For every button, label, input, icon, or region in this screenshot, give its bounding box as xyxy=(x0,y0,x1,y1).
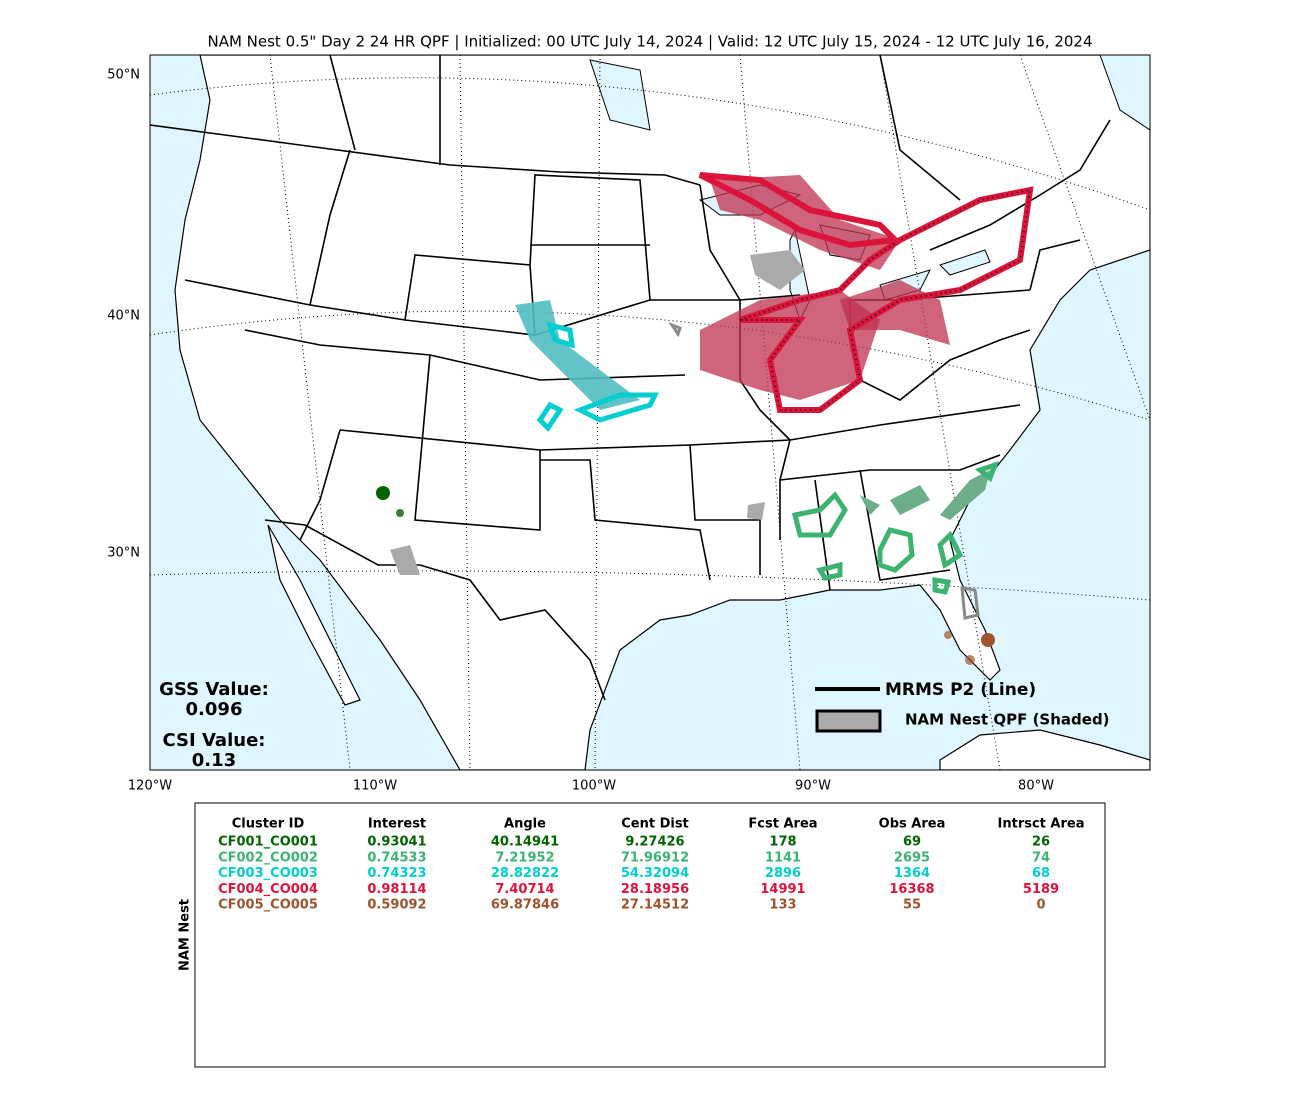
cuba xyxy=(939,729,1150,770)
table-cell: 0.59092 xyxy=(367,898,426,913)
table-cell: CF005_CO005 xyxy=(218,898,318,913)
lon-label: 80°W xyxy=(1018,779,1054,794)
table-cell: 1141 xyxy=(765,850,801,865)
table-cell: 9.27426 xyxy=(625,835,684,850)
lon-label: 90°W xyxy=(795,779,831,794)
title: NAM Nest 0.5" Day 2 24 HR QPF | Initiali… xyxy=(207,33,1092,51)
table-cell: 14991 xyxy=(760,882,805,897)
table-cell: 133 xyxy=(769,898,796,913)
legend: MRMS P2 (Line) NAM Nest QPF (Shaded) xyxy=(815,680,1110,733)
map xyxy=(150,55,1150,770)
lat-label: 50°N xyxy=(107,68,140,83)
table-cell: 74 xyxy=(1032,850,1050,865)
legend-label: MRMS P2 (Line) xyxy=(885,680,1036,700)
legend-swatch xyxy=(815,709,882,733)
table-frame xyxy=(194,802,1106,1068)
table-cell: 71.96912 xyxy=(621,850,689,865)
table-cell: 0.74323 xyxy=(367,866,426,881)
table-cell: 7.21952 xyxy=(495,850,554,865)
table: Cluster ID Interest Angle Cent Dist Fcst Are… xyxy=(218,817,1084,913)
table-cell: 0.74533 xyxy=(367,850,426,865)
table-cell: 69.87846 xyxy=(491,898,559,913)
baja xyxy=(267,524,361,706)
table-side-label: NAM Nest xyxy=(178,899,193,971)
table-cell: 54.32094 xyxy=(621,866,689,881)
table-cell: 2695 xyxy=(894,850,930,865)
table-cell: 68 xyxy=(1032,866,1050,881)
table-header: Fcst Area xyxy=(748,817,817,832)
table-cell: 7.40714 xyxy=(495,882,554,897)
table-cell: 0.98114 xyxy=(367,882,426,897)
table-cell: CF003_CO003 xyxy=(218,866,318,881)
table-cell: 28.18956 xyxy=(621,882,689,897)
table-cell: 0.93041 xyxy=(367,835,426,850)
table-cell: 40.14941 xyxy=(491,835,559,850)
table-header: Intrsct Area xyxy=(998,817,1085,832)
gss-value: 0.096 xyxy=(186,699,243,720)
table-header: Cent Dist xyxy=(621,817,689,832)
scores: GSS Value: 0.096 CSI Value: 0.13 xyxy=(159,679,269,771)
legend-label: NAM Nest QPF (Shaded) xyxy=(905,711,1110,729)
lon-label: 120°W xyxy=(128,779,172,794)
table-cell: 5189 xyxy=(1023,882,1059,897)
table-cell: 178 xyxy=(769,835,796,850)
table-header: Interest xyxy=(368,817,426,832)
table-cell: 2896 xyxy=(765,866,801,881)
table-cell: 69 xyxy=(903,835,921,850)
table-cell: 28.82822 xyxy=(491,866,559,881)
lon-label: 110°W xyxy=(353,779,397,794)
table-cell: 26 xyxy=(1032,835,1050,850)
table-cell: 27.14512 xyxy=(621,898,689,913)
table-cell: 55 xyxy=(903,898,921,913)
table-cell: CF004_CO004 xyxy=(218,882,318,897)
lon-label: 100°W xyxy=(572,779,616,794)
lat-label: 30°N xyxy=(107,546,140,561)
table-header: Angle xyxy=(504,817,546,832)
table-cell: 16368 xyxy=(889,882,934,897)
table-cell: CF001_CO001 xyxy=(218,835,318,850)
table-cell: 1364 xyxy=(894,866,930,881)
table-header: Cluster ID xyxy=(232,817,305,832)
map-frame xyxy=(149,54,1151,771)
table-cell: 0 xyxy=(1036,898,1045,913)
gss-label: GSS Value: xyxy=(159,679,269,700)
objects xyxy=(376,172,1034,665)
csi-value: 0.13 xyxy=(192,750,236,771)
csi-label: CSI Value: xyxy=(163,730,266,751)
table-header: Obs Area xyxy=(879,817,946,832)
graticule xyxy=(150,55,1150,770)
lat-label: 40°N xyxy=(107,309,140,324)
table-cell: CF002_CO002 xyxy=(218,850,318,865)
